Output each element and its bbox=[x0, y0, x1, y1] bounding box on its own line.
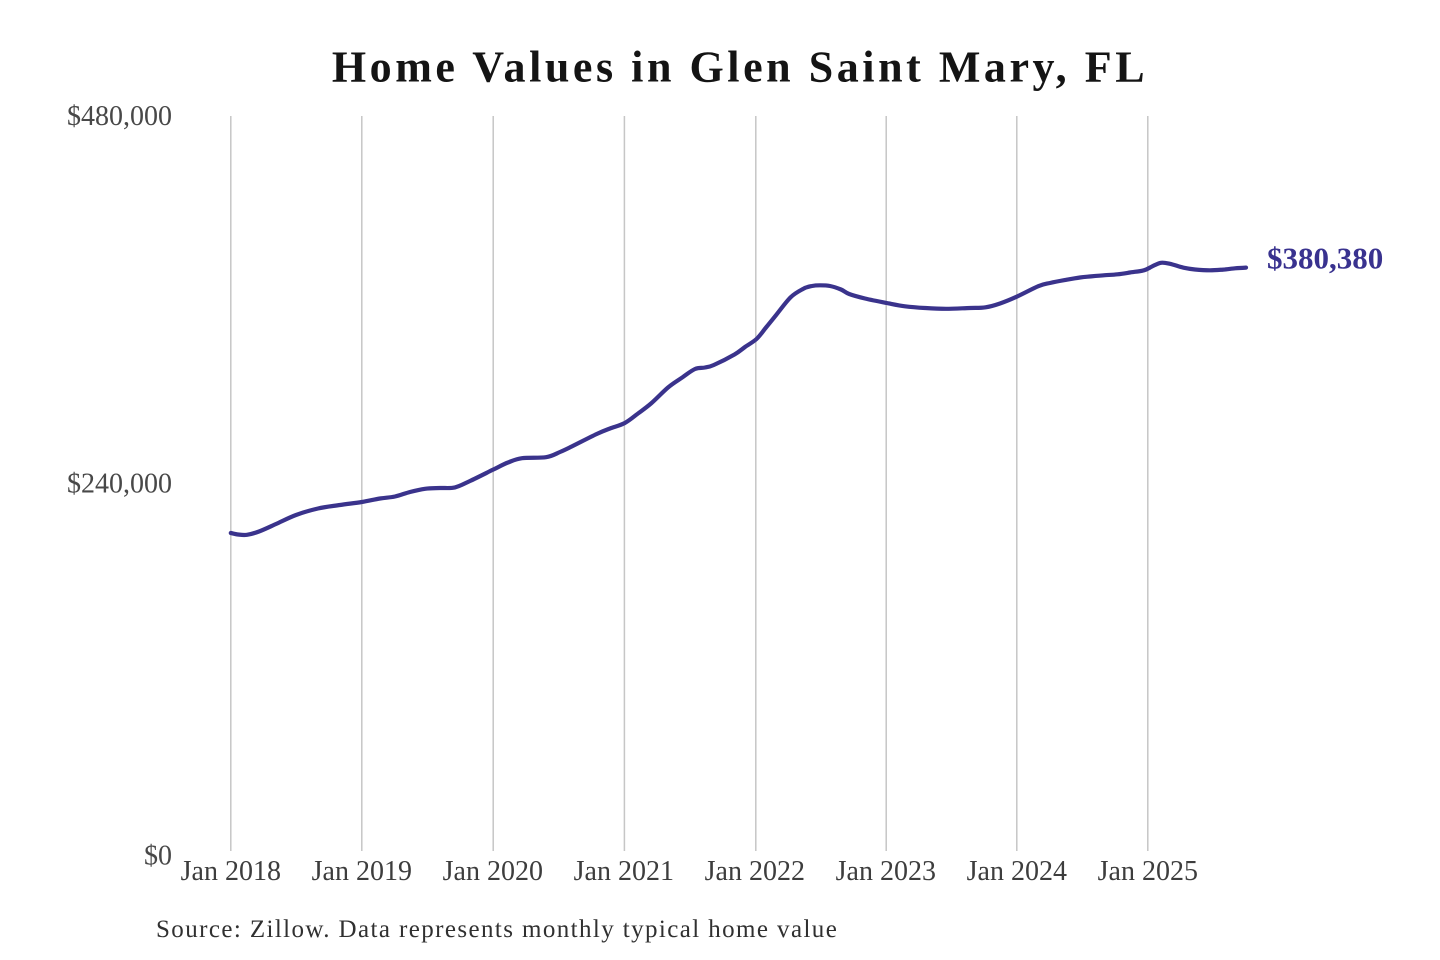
svg-text:Jan 2021: Jan 2021 bbox=[574, 856, 674, 887]
svg-text:$480,000: $480,000 bbox=[67, 101, 172, 132]
svg-text:Jan 2024: Jan 2024 bbox=[967, 856, 1067, 887]
svg-text:Jan 2020: Jan 2020 bbox=[443, 856, 543, 887]
svg-text:Jan 2018: Jan 2018 bbox=[181, 856, 281, 887]
svg-text:Jan 2025: Jan 2025 bbox=[1098, 856, 1198, 887]
svg-text:Jan 2019: Jan 2019 bbox=[312, 856, 412, 887]
svg-text:Jan 2023: Jan 2023 bbox=[836, 856, 936, 887]
svg-text:$380,380: $380,380 bbox=[1267, 241, 1383, 276]
svg-text:Home Values in Glen Saint Mary: Home Values in Glen Saint Mary, FL bbox=[332, 43, 1148, 92]
svg-text:Jan 2022: Jan 2022 bbox=[705, 856, 805, 887]
svg-text:$0: $0 bbox=[144, 841, 172, 872]
svg-text:Source: Zillow. Data represent: Source: Zillow. Data represents monthly … bbox=[156, 916, 838, 943]
svg-text:$240,000: $240,000 bbox=[67, 469, 172, 500]
